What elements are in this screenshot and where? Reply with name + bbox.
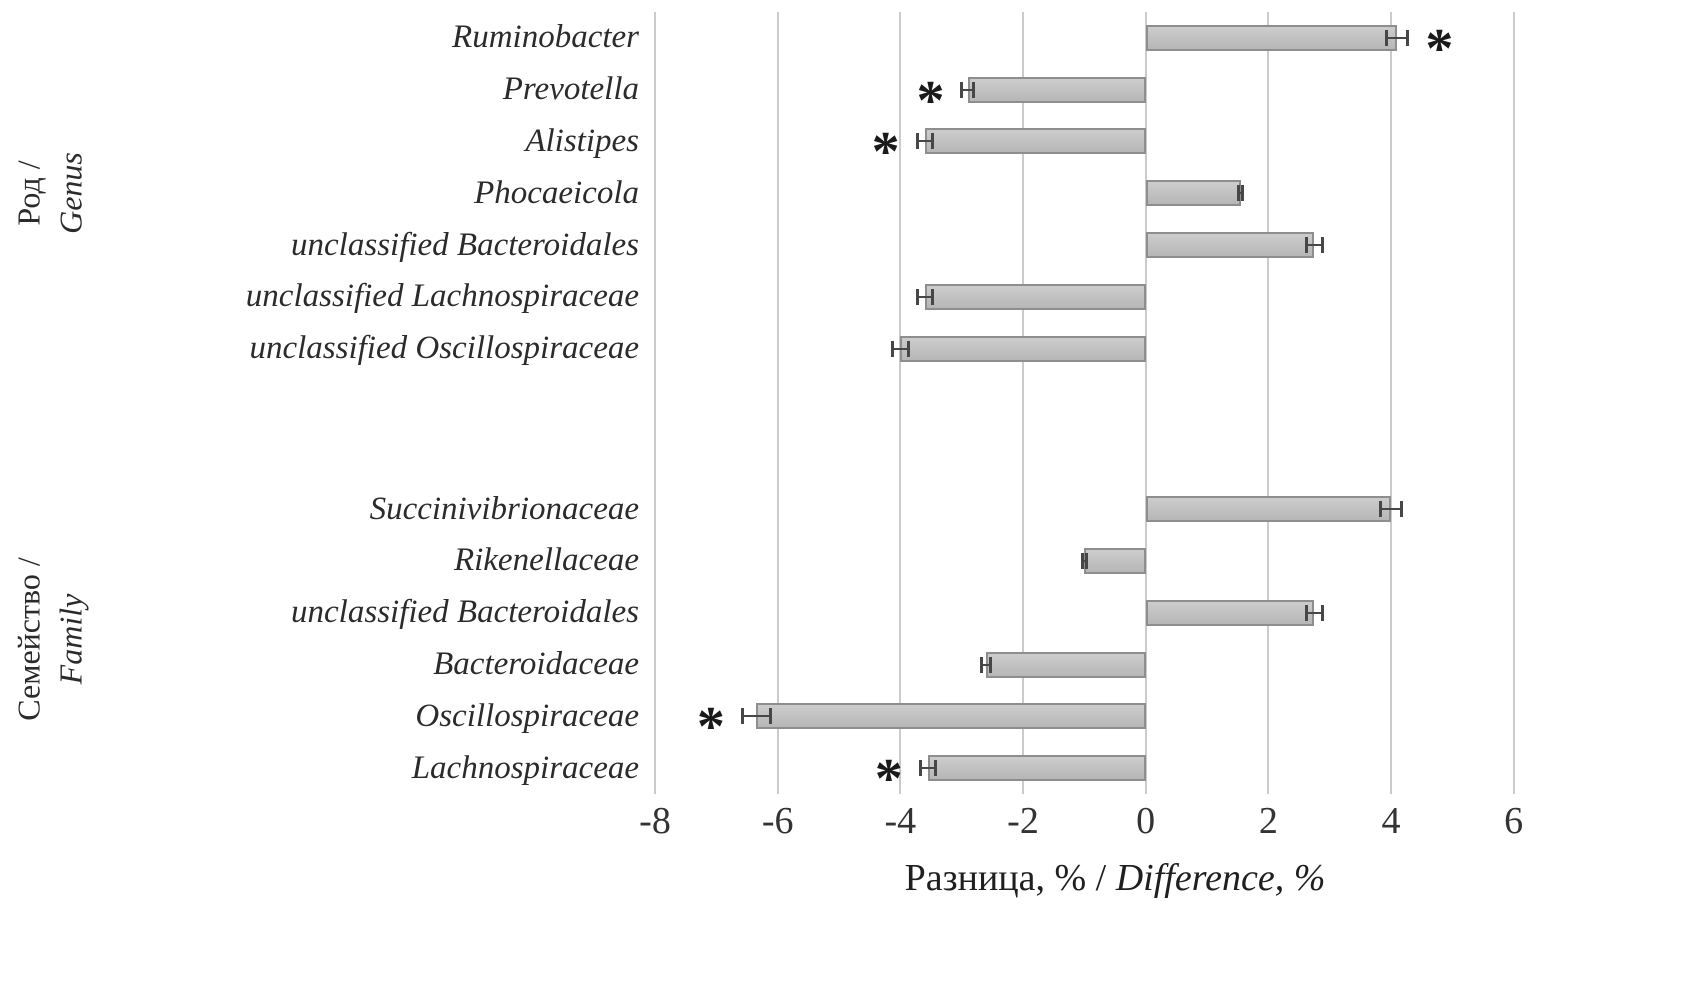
- chart-row: unclassified Bacteroidales: [0, 219, 1575, 271]
- error-bar: [1080, 552, 1088, 569]
- x-tick-label: -4: [884, 800, 917, 842]
- bar: [924, 283, 1146, 310]
- category-label: unclassified Bacteroidales: [291, 594, 639, 631]
- category-label: Succinivibrionaceae: [369, 490, 639, 527]
- bar: [1145, 24, 1398, 51]
- chart-row: Lachnospiraceae *: [0, 742, 1575, 807]
- x-tick-label: -6: [761, 800, 794, 842]
- bar-track: *: [655, 12, 1575, 77]
- error-bar: [1305, 237, 1324, 254]
- bar-track: *: [655, 742, 1575, 807]
- x-tick-label: -8: [639, 800, 671, 842]
- error-bar: [1384, 29, 1410, 46]
- bar: [986, 651, 1146, 678]
- gridline: [1512, 12, 1515, 794]
- x-axis-title: Разница, % / Difference, %: [655, 857, 1575, 900]
- x-tick-label: 6: [1504, 800, 1524, 842]
- bar-track: [655, 323, 1575, 375]
- error-bar: [891, 340, 910, 357]
- bar-track: [655, 639, 1575, 691]
- bar: [756, 703, 1146, 730]
- category-label: Oscillospiraceae: [415, 697, 639, 734]
- significance-asterisk: *: [1425, 18, 1454, 81]
- gridline: [1390, 12, 1392, 794]
- category-label: Rikenellaceae: [453, 542, 639, 579]
- bar-track: [655, 219, 1575, 271]
- bar-track: [655, 535, 1575, 587]
- category-label: Alistipes: [525, 122, 639, 159]
- bar: [900, 335, 1146, 362]
- bar-track: [655, 167, 1575, 219]
- error-bar: [740, 708, 772, 725]
- error-bar: [980, 656, 993, 673]
- gridline: [654, 12, 656, 794]
- bar: [1145, 496, 1391, 523]
- x-tick-label: -2: [1007, 800, 1039, 842]
- error-bar: [1237, 185, 1245, 202]
- error-bar: [1305, 604, 1324, 621]
- bar: [1145, 180, 1241, 207]
- category-label: unclassified Oscillospiraceae: [249, 330, 639, 367]
- category-label: unclassified Bacteroidales: [291, 226, 639, 263]
- significance-asterisk: *: [871, 121, 900, 184]
- x-axis-title-ru: Разница, %: [904, 857, 1087, 899]
- error-bar: [1378, 501, 1404, 518]
- bar: [1145, 599, 1315, 626]
- bar-track: [655, 587, 1575, 639]
- chart-row: Alistipes *: [0, 116, 1575, 181]
- chart-row: Bacteroidaceae: [0, 639, 1575, 691]
- chart-row: unclassified Bacteroidales: [0, 587, 1575, 639]
- bar-track: *: [655, 690, 1575, 755]
- x-axis-title-divider: /: [1086, 857, 1116, 899]
- chart-row: unclassified Oscillospiraceae: [0, 323, 1575, 375]
- bar: [967, 76, 1146, 103]
- significance-asterisk: *: [696, 696, 725, 759]
- x-tick-label: 4: [1381, 800, 1401, 842]
- x-tick-label: 0: [1136, 800, 1156, 842]
- gridline: [1144, 12, 1147, 794]
- gridline: [899, 12, 902, 794]
- significance-asterisk: *: [916, 69, 945, 132]
- bar-track: *: [655, 116, 1575, 181]
- rows: Ruminobacter * Prevotella * Alistipes * Phocae…: [0, 12, 1575, 807]
- x-tick-label: 2: [1258, 800, 1278, 842]
- category-label: Bacteroidaceae: [433, 646, 639, 682]
- category-label: unclassified Lachnospiraceae: [245, 278, 639, 315]
- chart-row: Succinivibrionaceae: [0, 483, 1575, 535]
- chart-row: Ruminobacter *: [0, 12, 1575, 77]
- category-label: Prevotella: [502, 71, 639, 108]
- category-label: Lachnospiraceae: [411, 749, 639, 786]
- chart-row: Prevotella *: [0, 64, 1575, 129]
- bar-track: *: [655, 64, 1575, 129]
- error-bar: [960, 81, 976, 98]
- chart-row: Phocaeicola: [0, 167, 1575, 219]
- bar: [924, 128, 1146, 155]
- error-bar: [915, 288, 935, 305]
- bar: [1145, 232, 1315, 259]
- gridline: [776, 12, 779, 794]
- gridline: [1267, 12, 1270, 794]
- bar: [1084, 547, 1146, 574]
- x-axis: -8 -6 -4 -2 0 2 4 6: [639, 800, 1575, 854]
- gridline: [1022, 12, 1024, 794]
- x-axis-title-en: Difference, %: [1115, 857, 1326, 899]
- category-label: Ruminobacter: [452, 19, 639, 56]
- bar-track: [655, 483, 1575, 535]
- bar-track: [655, 271, 1575, 323]
- error-bar: [915, 133, 935, 150]
- error-bar: [918, 760, 938, 777]
- bar: [927, 755, 1146, 782]
- chart-row: Rikenellaceae: [0, 535, 1575, 587]
- chart-row: unclassified Lachnospiraceae: [0, 271, 1575, 323]
- chart-row: Oscillospiraceae *: [0, 690, 1575, 755]
- significance-asterisk: *: [874, 748, 903, 811]
- group-spacer: [0, 375, 1575, 484]
- plot-gridlines: [654, 12, 1575, 794]
- category-label: Phocaeicola: [474, 174, 639, 211]
